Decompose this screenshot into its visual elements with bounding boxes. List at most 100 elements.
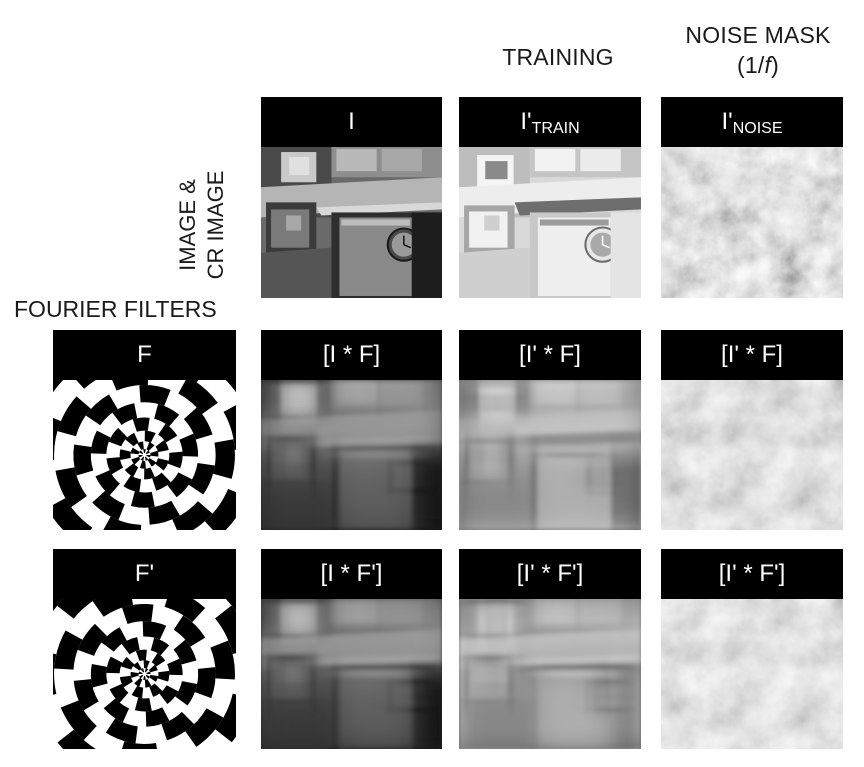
header-noise-line1: NOISE MASK [685,22,831,48]
panel-f-prime: F' [53,549,236,749]
spiral-segment [120,657,135,670]
spiral-segment [158,423,178,443]
spiral-segment [146,455,151,458]
row-label-fourier-filters: FOURIER FILTERS [14,296,217,322]
header-noise-var: f [764,52,772,78]
panel-ip-star-fp-train: [I' * F'] [459,549,641,749]
spiral-segment [112,380,149,391]
spiral-segment [148,664,158,673]
spiral-segment [53,653,57,695]
spiral-segment [223,405,236,450]
spiral-segment [225,599,236,612]
spiral-segment [90,663,108,688]
spiral-segment [138,671,143,674]
spiral-segment [134,677,143,687]
spiral-filter-f-prime [53,599,236,749]
spiral-segment [73,679,99,711]
fourier-filter-f-prime-image [53,599,236,749]
spiral-segment [137,441,144,451]
spiral-segment [143,660,150,669]
row-label-image-line2: CR IMAGE [203,170,228,280]
spiral-segment [119,675,133,688]
spiral-segment [139,385,171,406]
noise-mask-image [661,147,843,298]
spiral-segment [106,457,124,475]
spiral-segment [175,681,198,706]
row-label-image: IMAGE & CR IMAGE [174,150,274,300]
spiral-segment [225,380,236,393]
panel-i-train-title: I'TRAIN [459,97,641,147]
panel-ip-star-fp-noise: [I' * F'] [661,549,843,749]
spiral-segment [143,449,146,454]
spiral-segment [105,718,138,744]
spiral-segment [144,679,152,688]
spiral-segment [139,674,144,679]
spiral-segment [92,490,125,521]
spiral-segment [146,442,155,451]
spiral-segment [92,599,134,617]
spiral-segment [194,667,216,699]
spiral-filter-f [53,380,236,530]
spiral-segment [130,671,139,678]
panel-i-title: I [261,97,442,147]
filtered-noise-f [661,380,843,530]
spiral-segment [57,599,96,619]
panel-i-noise: I'NOISE [661,97,843,298]
spiral-segment [149,683,163,697]
filtered-noise-fp [661,599,843,749]
panel-i-star-fp: [I * F'] [261,549,442,749]
filtered-image-ip-f-train [459,380,641,530]
spiral-segment [132,417,150,432]
spiral-segment [60,700,97,740]
spiral-segment [188,462,215,495]
row-label-image-line1: IMAGE & [175,179,200,271]
spiral-segment [167,472,193,498]
spiral-segment [154,403,180,427]
spiral-segment [119,449,131,461]
panel-i-train: I'TRAIN [459,97,641,298]
panel-ip-star-fp-noise-title: [I' * F'] [661,549,843,599]
spiral-segment [109,683,129,703]
spiral-segment [173,639,197,665]
spiral-segment [124,463,139,477]
spiral-segment [121,604,154,624]
spiral-segment [125,432,139,447]
spiral-segment [140,668,145,673]
spiral-segment [135,649,147,662]
spiral-segment [95,470,120,496]
spiral-segment [215,605,236,655]
panel-i-train-base: I' [520,108,532,135]
spiral-segment [145,674,150,679]
spiral-segment [161,711,195,741]
spiral-segment [142,621,167,640]
spiral-segment [121,637,140,655]
spiral-segment [215,693,236,743]
spiral-segment [150,450,159,457]
spiral-segment [122,741,157,749]
spiral-segment [139,460,146,469]
spiral-segment [155,458,169,471]
panel-i-train-sub: TRAIN [531,120,580,137]
spiral-segment [155,440,169,453]
spiral-segment [147,458,157,467]
spiral-segment [140,456,145,461]
spiral-segment [152,472,171,491]
spiral-segment [185,708,224,747]
spiral-segment [57,396,92,437]
spiral-segment [53,599,64,612]
spiral-segment [193,380,199,383]
kitchen-training-image [459,147,641,298]
spiral-segment [173,615,206,647]
spiral-segment [213,439,235,479]
spiral-segment [77,623,108,656]
spiral-segment [167,451,183,469]
filtered-image-i-fp [261,599,442,749]
spiral-segment [138,455,143,458]
panel-ip-star-fp-train-title: [I' * F'] [459,549,641,599]
spiral-segment [148,500,180,525]
panel-i: I [261,97,442,298]
spiral-segment [143,675,146,680]
spiral-segment [131,685,144,699]
spiral-segment [53,498,93,530]
fourier-filter-f-image [53,380,236,530]
